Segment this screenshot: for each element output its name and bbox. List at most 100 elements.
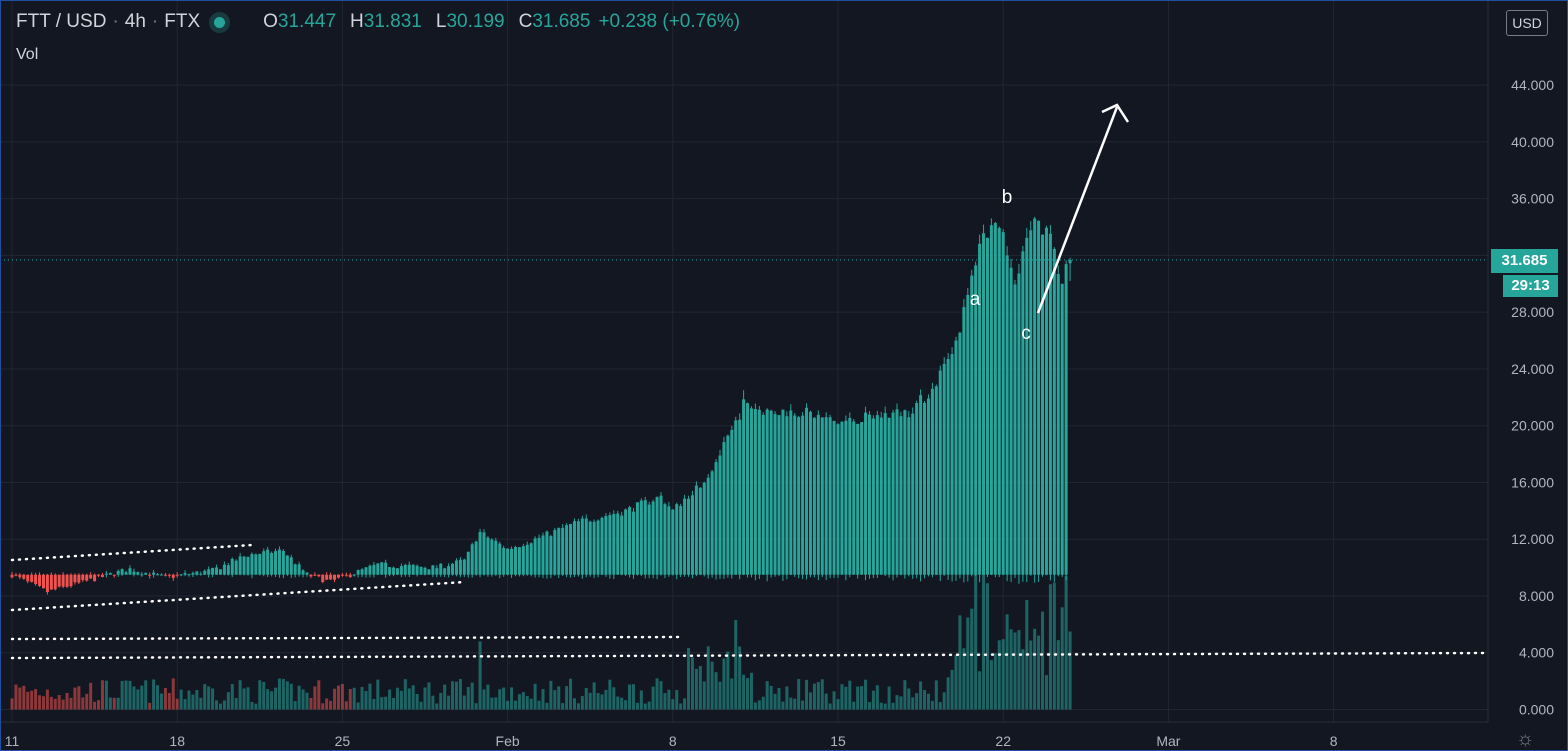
candle-body (923, 402, 927, 575)
candle-body (333, 574, 337, 580)
volume-bar (954, 654, 958, 710)
settings-gear-icon[interactable]: ☼ (1516, 728, 1535, 750)
volume-bar (1044, 675, 1048, 710)
candle-body (537, 537, 541, 575)
candle-body (171, 574, 175, 578)
candle-body (305, 572, 309, 575)
candle-body (962, 307, 966, 575)
volume-bar (309, 697, 313, 710)
candle-body (167, 574, 171, 576)
trendline-drawing (10, 651, 1490, 660)
volume-bar (218, 703, 222, 710)
candle-body (875, 415, 879, 575)
candle-body (569, 524, 573, 575)
volume-bar (1037, 635, 1041, 710)
volume-bar (152, 679, 156, 710)
volume-bar (860, 686, 864, 710)
candle-body (887, 417, 891, 575)
volume-bar (49, 696, 53, 710)
volume-bar (148, 702, 152, 710)
volume-bar (1068, 631, 1072, 710)
volume-bar (207, 686, 211, 710)
x-axis-tick-label: 8 (1330, 733, 1338, 749)
symbol-name[interactable]: FTT / USD (16, 11, 107, 32)
volume-bar (490, 697, 494, 710)
candle-body (431, 565, 435, 575)
candle-body (163, 574, 167, 576)
candle-body (266, 549, 270, 575)
candle-body (1064, 264, 1068, 575)
volume-bar (104, 680, 108, 710)
candle-body (152, 572, 156, 575)
volume-bar (824, 693, 828, 710)
currency-button[interactable]: USD (1506, 10, 1548, 36)
volume-bar (325, 698, 329, 710)
candle-body (663, 504, 667, 575)
volume-bar (966, 617, 970, 710)
volume-bar (726, 651, 730, 710)
candle-body (612, 513, 616, 575)
volume-bar (112, 697, 116, 710)
volume-bar (907, 688, 911, 710)
candle-body (207, 569, 211, 575)
volume-bar (285, 681, 289, 710)
volume-bar (962, 648, 966, 710)
candle-body (222, 564, 226, 575)
candle-body (454, 560, 458, 575)
volume-bar (525, 696, 529, 710)
candle-body (765, 409, 769, 575)
candle-body (651, 501, 655, 575)
candle-body (891, 412, 895, 575)
volume-bar (85, 693, 89, 710)
volume-bar (262, 681, 266, 710)
candle-body (746, 403, 750, 575)
volume-bar (714, 672, 718, 710)
candle-body (588, 521, 592, 575)
volume-indicator-label[interactable]: Vol (16, 46, 39, 63)
candle-body (828, 417, 832, 575)
candle-body (742, 399, 746, 575)
interval[interactable]: 4h (124, 11, 146, 32)
wave-label-c: c (1021, 323, 1031, 344)
candle-body (309, 574, 313, 577)
volume-bar (592, 682, 596, 710)
candle-body (871, 418, 875, 575)
candle-body (26, 574, 30, 582)
volume-bar (411, 685, 415, 710)
volume-bar (710, 661, 714, 710)
volume-bar (140, 685, 144, 710)
candle-body (860, 422, 864, 575)
candle-body (820, 417, 824, 575)
volume-bar (631, 684, 635, 710)
volume-bar (163, 687, 167, 710)
candle-body (45, 574, 49, 593)
volume-bar (199, 697, 203, 710)
candle-body (915, 403, 919, 575)
candle-body (1013, 284, 1017, 575)
volume-bar (801, 700, 805, 710)
volume-bar (171, 678, 175, 710)
candle-body (30, 574, 34, 583)
volume-bar (698, 666, 702, 710)
volume-bar (785, 686, 789, 710)
candle-body (234, 560, 238, 575)
volume-bar (989, 660, 993, 710)
volume-bar (136, 689, 140, 710)
volume-bar (718, 681, 722, 710)
candle-body (230, 558, 234, 575)
volume-bar (183, 699, 187, 710)
candle-body (545, 531, 549, 575)
candle-body (348, 574, 352, 578)
volume-bar (569, 678, 573, 710)
volume-bar (321, 703, 325, 710)
volume-bar (789, 697, 793, 710)
candle-body (1060, 283, 1064, 575)
candle-body (946, 359, 950, 575)
volume-bar (458, 679, 462, 710)
candle-body (856, 423, 860, 575)
candle-body (714, 462, 718, 575)
candle-body (576, 521, 580, 575)
volume-bar (474, 703, 478, 710)
